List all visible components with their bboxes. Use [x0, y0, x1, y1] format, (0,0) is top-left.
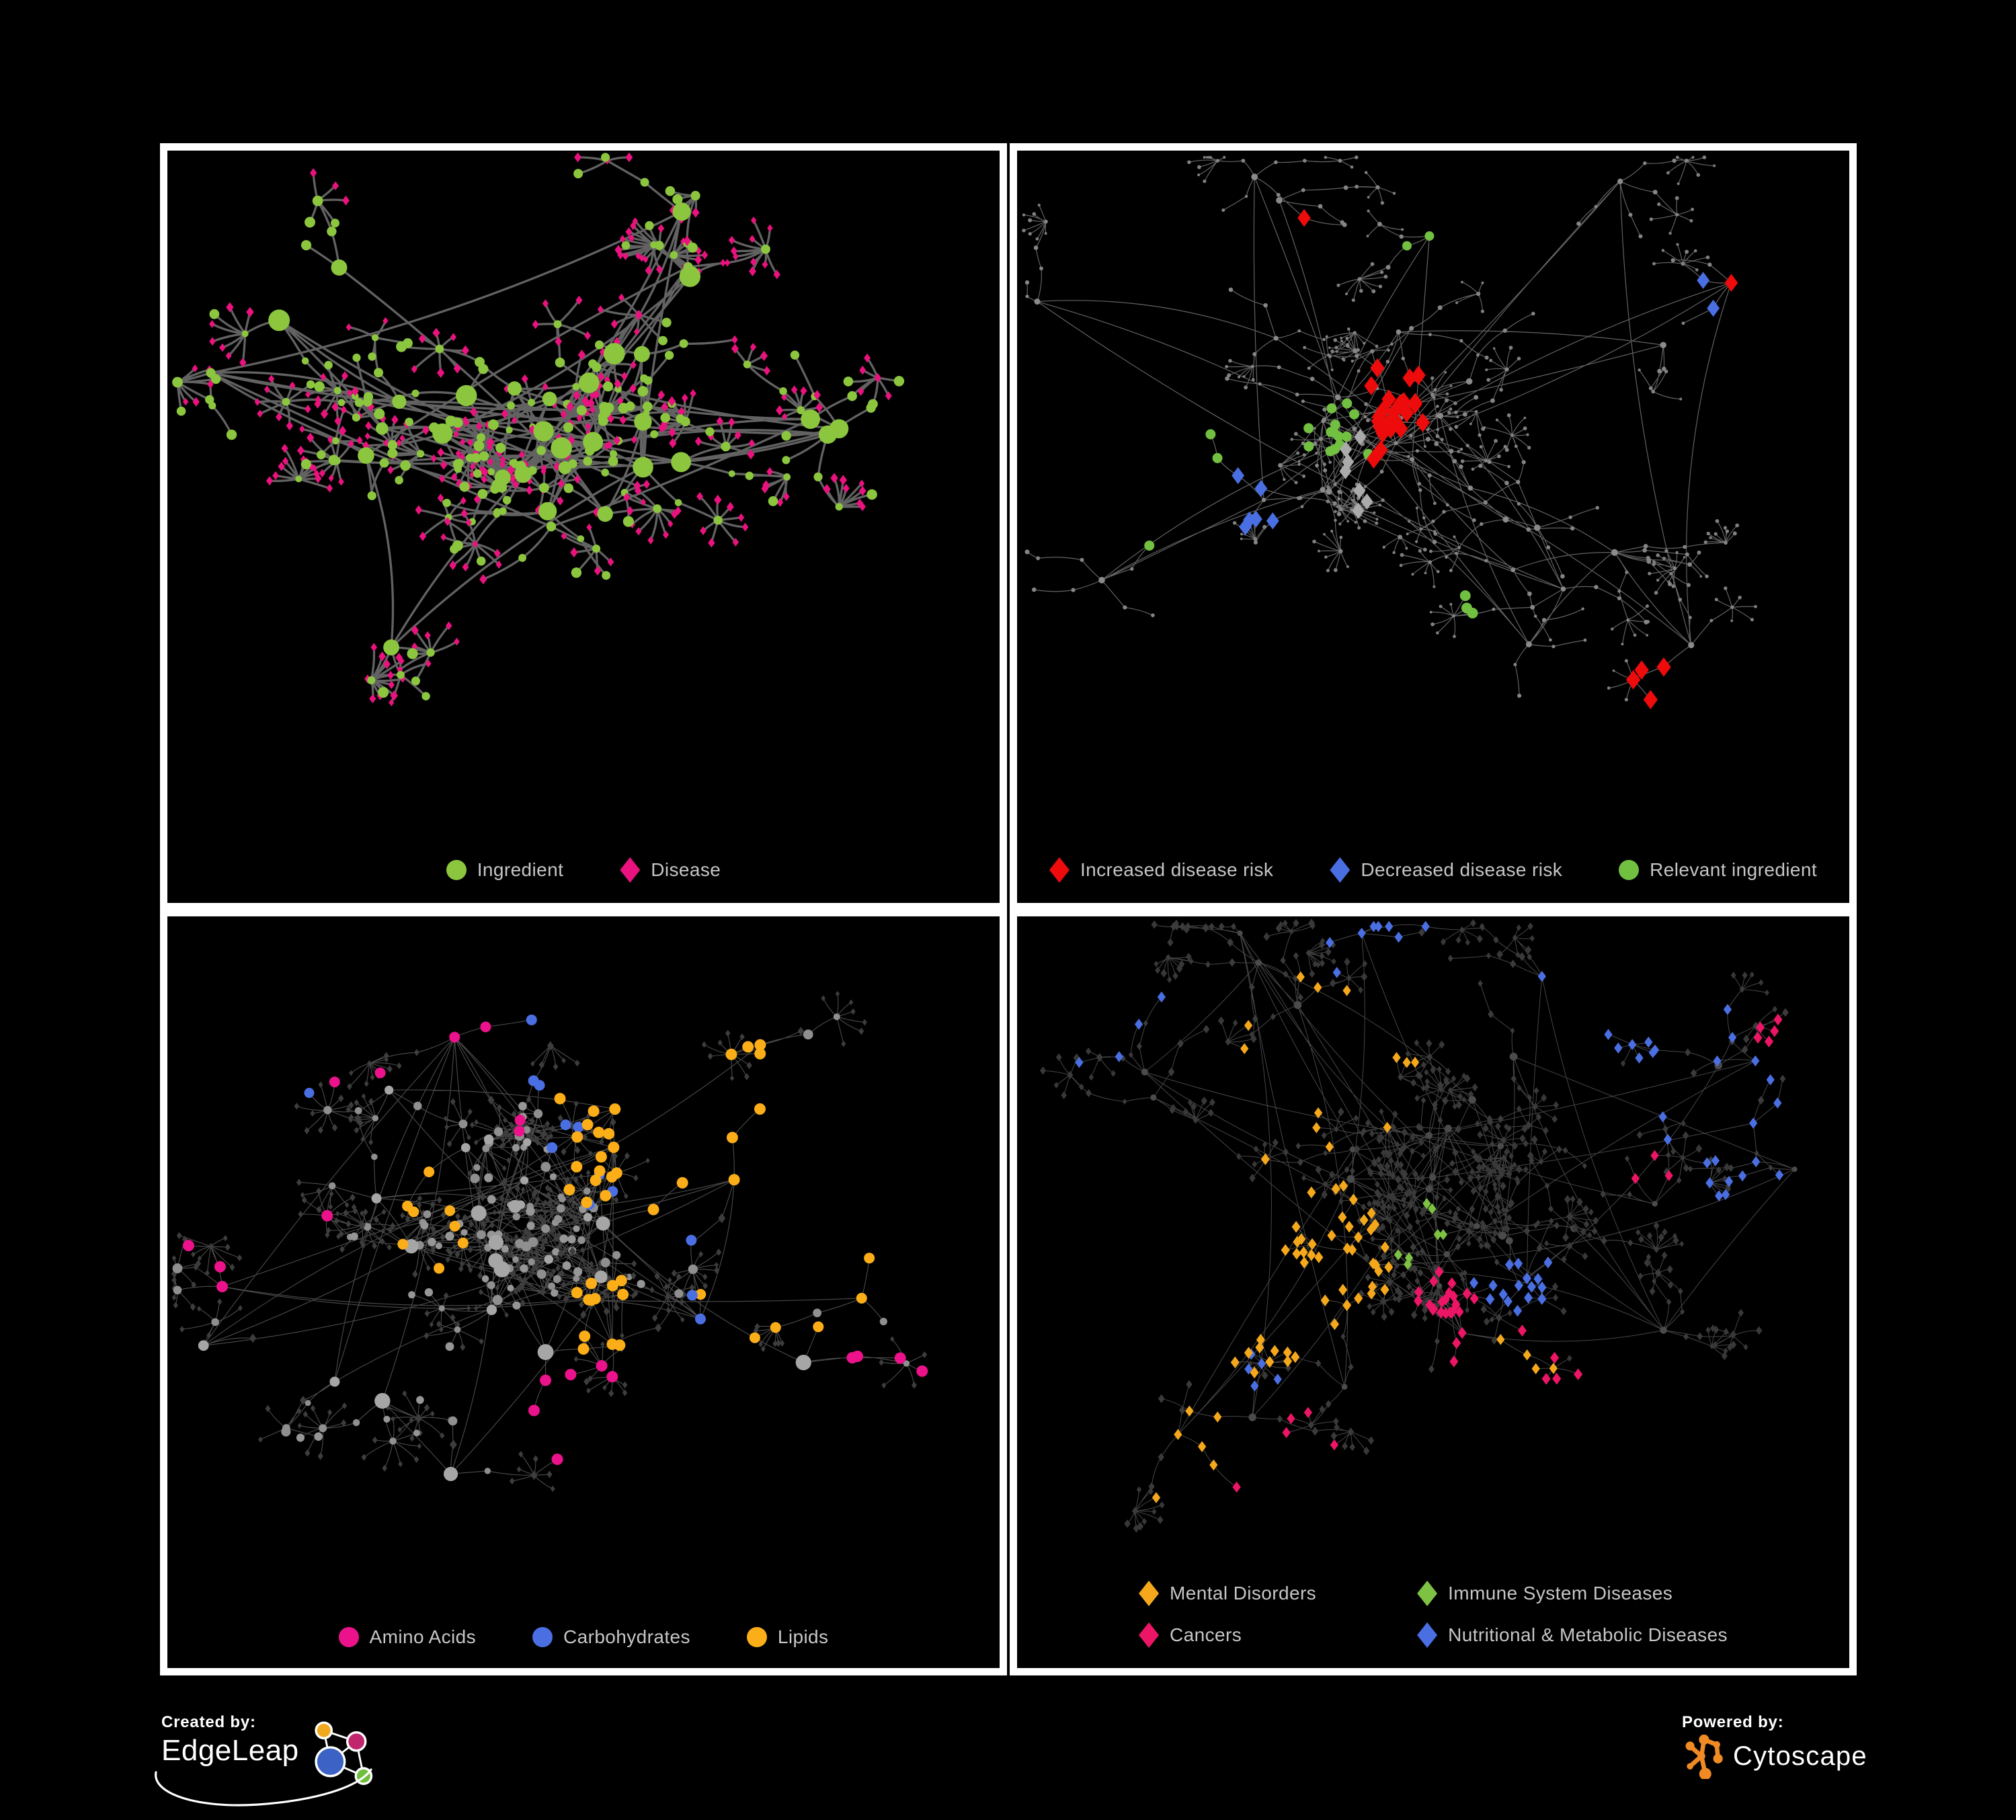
legend-label: Immune System Diseases [1448, 1583, 1673, 1604]
legend-item: Relevant ingredient [1619, 857, 1817, 883]
network-graph-ingredient-classes [171, 990, 928, 1493]
legend-diamond-swatch [1330, 857, 1350, 883]
legend-label: Amino Acids [369, 1626, 477, 1647]
panel-disease-risk-network: Increased disease risk Decreased disease … [1010, 143, 1857, 910]
legend-diamond-swatch [1417, 1581, 1438, 1606]
panel-ingredient-classes-network: Amino Acids Carbohydrates Lipids [160, 909, 1007, 1675]
legend-item: Immune System Diseases [1417, 1581, 1672, 1606]
legend-ingredient-classes: Amino Acids Carbohydrates Lipids [167, 1626, 1000, 1648]
panel-disease-classes-network: Mental Disorders Immune System Diseases Ca… [1010, 909, 1857, 1675]
legend-diamond-swatch [1139, 1581, 1160, 1606]
edgeleap-logo-icon [315, 1721, 372, 1785]
legend-item: Amino Acids [338, 1626, 477, 1648]
legend-disease-risk: Increased disease risk Decreased disease … [1017, 857, 1849, 883]
panel-ingredient-disease-network: Ingredient Disease [160, 143, 1007, 910]
created-by-label: Created by: [161, 1713, 256, 1731]
edgeleap-wordmark: EdgeLeap [161, 1734, 299, 1767]
network-graph-disease-classes [1039, 918, 1798, 1533]
legend-circle-swatch [532, 1627, 553, 1647]
legend-item: Ingredient [446, 857, 564, 883]
powered-by-label: Powered by: [1682, 1713, 1784, 1731]
legend-item: Mental Disorders [1139, 1581, 1316, 1606]
network-graph-disease-risk [1022, 155, 1757, 709]
legend-disease-classes: Mental Disorders Immune System Diseases Ca… [1017, 1581, 1849, 1648]
legend-item: Carbohydrates [532, 1626, 690, 1648]
legend-diamond-swatch [620, 857, 641, 883]
legend-label: Ingredient [477, 859, 564, 880]
cytoscape-wordmark: Cytoscape [1733, 1741, 1867, 1771]
legend-diamond-swatch [1417, 1622, 1438, 1648]
legend-item: Increased disease risk [1049, 857, 1273, 883]
cytoscape-logo-icon [1685, 1734, 1723, 1779]
legend-label: Carbohydrates [563, 1626, 690, 1647]
legend-circle-swatch [338, 1627, 359, 1647]
legend-label: Disease [651, 859, 721, 880]
created-by-block: Created by: EdgeLeap [155, 1713, 381, 1807]
legend-label: Nutritional & Metabolic Diseases [1448, 1624, 1728, 1645]
legend-circle-swatch [1619, 860, 1640, 880]
powered-by-block: Powered by: Cytoscape [1682, 1713, 1867, 1779]
legend-item: Decreased disease risk [1330, 857, 1562, 883]
legend-item: Nutritional & Metabolic Diseases [1417, 1622, 1728, 1648]
legend-label: Mental Disorders [1170, 1583, 1317, 1604]
legend-label: Relevant ingredient [1650, 859, 1818, 880]
legend-ingredient-disease: Ingredient Disease [167, 857, 1000, 883]
legend-label: Cancers [1170, 1624, 1242, 1645]
network-graph-ingredient-disease [172, 152, 905, 707]
legend-item: Cancers [1139, 1622, 1242, 1648]
edgeleap-swoosh [155, 1768, 372, 1807]
legend-label: Decreased disease risk [1361, 859, 1563, 880]
legend-circle-swatch [746, 1627, 767, 1647]
legend-circle-swatch [446, 860, 467, 880]
legend-diamond-swatch [1049, 857, 1070, 883]
legend-label: Increased disease risk [1080, 859, 1274, 880]
legend-label: Lipids [777, 1626, 829, 1647]
legend-item: Lipids [746, 1626, 829, 1648]
legend-diamond-swatch [1139, 1622, 1160, 1648]
legend-item: Disease [620, 857, 721, 883]
